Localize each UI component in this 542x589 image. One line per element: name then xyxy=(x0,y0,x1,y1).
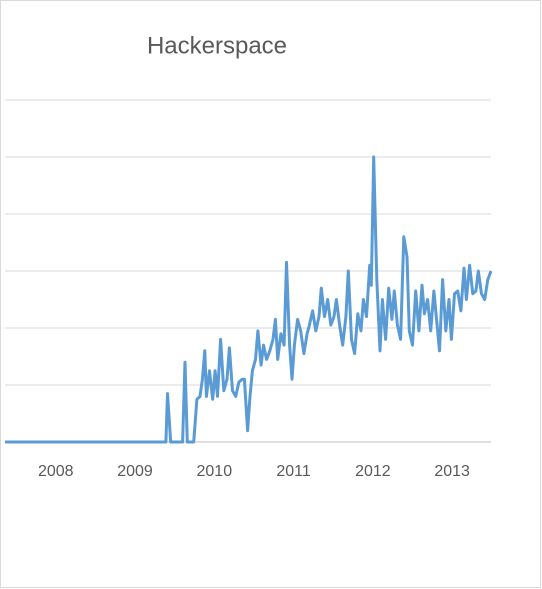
chart-title: Hackerspace xyxy=(147,32,287,59)
x-tick-label: 2011 xyxy=(276,463,311,480)
x-tick-label: 2009 xyxy=(117,463,153,480)
x-tick-label: 2010 xyxy=(197,463,233,480)
x-tick-label: 2013 xyxy=(434,463,470,480)
x-tick-label: 2008 xyxy=(38,463,74,480)
x-tick-label: 2012 xyxy=(355,463,391,480)
data-line xyxy=(5,155,493,444)
